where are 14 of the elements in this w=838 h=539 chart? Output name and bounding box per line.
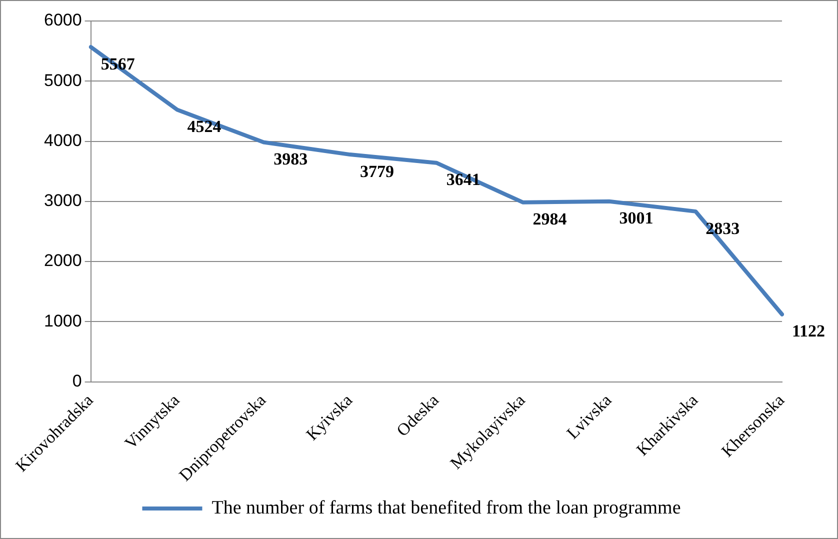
data-label: 2984 [532,210,568,229]
data-label: 4524 [187,117,222,136]
y-tick-label: 2000 [44,251,82,270]
y-tick-label: 6000 [44,10,82,30]
y-tick-label: 5000 [44,70,82,90]
data-label: 3779 [360,162,394,181]
legend-label: The number of farms that benefited from the loan programme [212,497,681,518]
y-tick-label: 1000 [44,311,82,330]
y-tick-label: 0 [72,371,82,390]
y-tick-label: 4000 [44,130,82,150]
data-label: 3983 [274,150,308,169]
y-tick-label: 3000 [44,191,82,210]
data-label: 3001 [619,208,654,228]
data-label: 1122 [792,322,826,341]
